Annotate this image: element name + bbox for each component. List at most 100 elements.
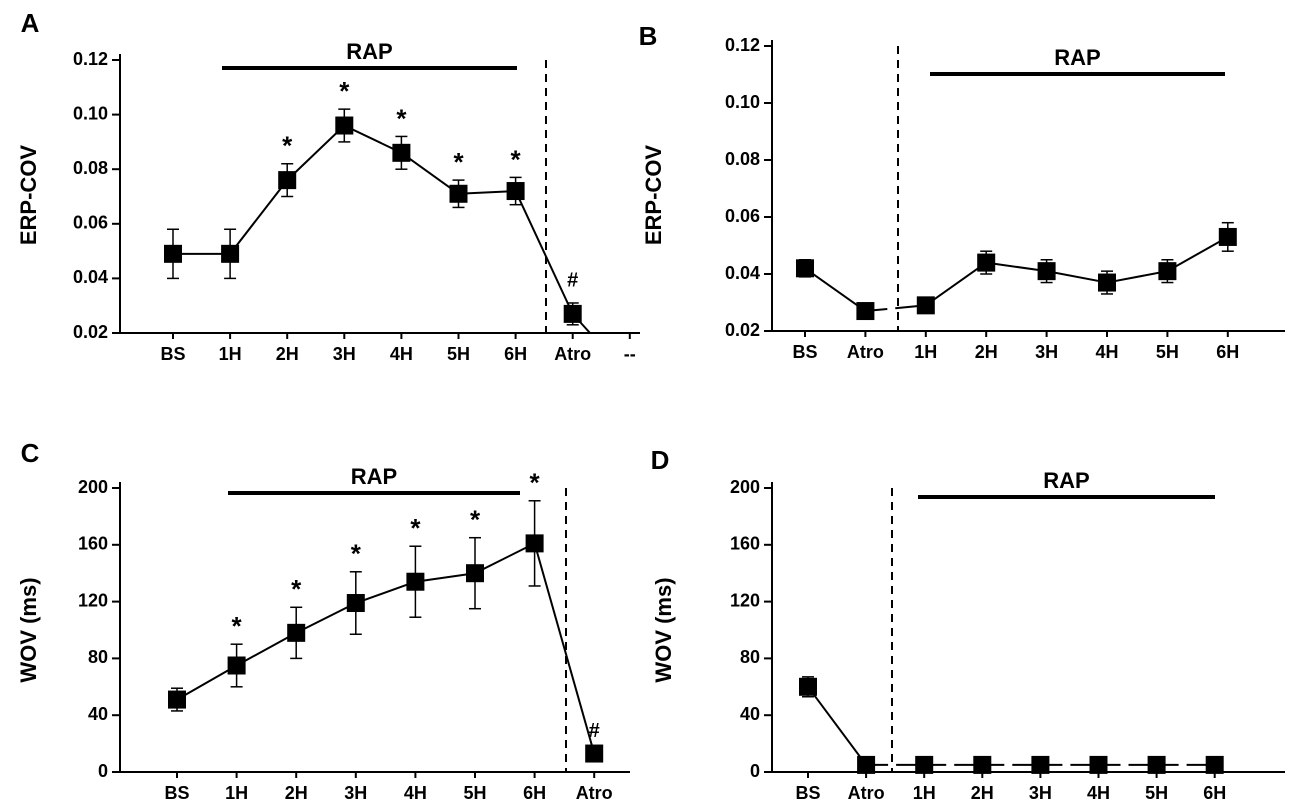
significance: # bbox=[567, 269, 578, 291]
marker bbox=[916, 296, 935, 315]
x-tick-label: 6H bbox=[523, 783, 546, 803]
x-tick-label: 6H bbox=[1203, 783, 1226, 803]
y-tick-label: 0 bbox=[98, 761, 108, 781]
marker bbox=[1098, 273, 1116, 292]
line-segment bbox=[176, 664, 238, 701]
y-tick-label: 0.12 bbox=[725, 35, 760, 55]
marker bbox=[406, 572, 425, 591]
panel-label: C bbox=[21, 438, 40, 468]
x-tick-label: 4H bbox=[390, 344, 413, 364]
line-segment bbox=[865, 304, 926, 313]
y-tick-label: 200 bbox=[78, 477, 108, 497]
significance: * bbox=[291, 574, 302, 604]
y-tick-label: 120 bbox=[78, 590, 108, 610]
line-segment bbox=[514, 190, 574, 315]
line-segment bbox=[458, 190, 516, 195]
x-tick-label: 3H bbox=[333, 344, 356, 364]
y-tick-label: 120 bbox=[730, 590, 760, 610]
significance: * bbox=[470, 505, 481, 535]
y-tick-label: 0.10 bbox=[73, 103, 108, 123]
x-tick-label: 6H bbox=[504, 344, 527, 364]
marker bbox=[563, 304, 582, 323]
x-tick-label: 1H bbox=[913, 783, 936, 803]
y-tick-label: 0.04 bbox=[725, 263, 760, 283]
y-tick-label: 0 bbox=[750, 761, 760, 781]
marker bbox=[973, 755, 992, 774]
line-segment bbox=[1166, 236, 1229, 273]
marker bbox=[585, 744, 604, 763]
line-segment bbox=[415, 572, 476, 583]
marker bbox=[1158, 262, 1177, 281]
x-tick-label: BS bbox=[160, 344, 185, 364]
marker bbox=[796, 259, 814, 278]
x-tick-label: Atro bbox=[576, 783, 613, 803]
line-segment bbox=[474, 542, 536, 575]
line-segment bbox=[807, 686, 867, 766]
y-tick-label: 40 bbox=[88, 704, 108, 724]
line-segment bbox=[400, 152, 460, 195]
x-tick-label: BS bbox=[792, 342, 817, 362]
marker bbox=[449, 184, 468, 203]
marker bbox=[799, 677, 817, 696]
marker bbox=[1031, 755, 1050, 774]
y-tick-label: 80 bbox=[740, 647, 760, 667]
x-tick-label: 6H bbox=[1216, 342, 1239, 362]
marker bbox=[506, 182, 525, 201]
panel-label: B bbox=[639, 21, 658, 51]
marker bbox=[168, 690, 186, 709]
marker bbox=[977, 253, 996, 272]
y-tick-label: 40 bbox=[740, 704, 760, 724]
x-tick-label: 2H bbox=[971, 783, 994, 803]
line-segment bbox=[229, 179, 288, 255]
marker bbox=[221, 244, 240, 263]
x-tick-label: 2H bbox=[975, 342, 998, 362]
line-segment bbox=[355, 580, 416, 604]
x-tick-label: 5H bbox=[1145, 783, 1168, 803]
significance: * bbox=[232, 611, 243, 641]
line-segment bbox=[343, 124, 402, 154]
significance: * bbox=[339, 76, 350, 106]
y-tick-label: 0.06 bbox=[73, 213, 108, 233]
y-tick-label: 160 bbox=[730, 534, 760, 554]
line-segment bbox=[804, 267, 866, 312]
marker bbox=[227, 656, 246, 675]
x-tick-label: 1H bbox=[225, 783, 248, 803]
x-tick-label: 5H bbox=[1156, 342, 1179, 362]
line-segment bbox=[1106, 270, 1168, 284]
x-tick-label: BS bbox=[164, 783, 189, 803]
significance: # bbox=[589, 720, 600, 742]
y-tick-label: 0.12 bbox=[73, 49, 108, 69]
x-tick-label: 3H bbox=[1029, 783, 1052, 803]
marker bbox=[915, 755, 934, 774]
significance: * bbox=[511, 144, 522, 174]
marker bbox=[1037, 262, 1056, 281]
panel-label: D bbox=[651, 445, 670, 475]
annotation: RAP bbox=[1043, 468, 1089, 493]
line-segment bbox=[295, 602, 357, 634]
y-tick-label: 0.02 bbox=[73, 322, 108, 342]
marker bbox=[1205, 755, 1224, 774]
annotation: RAP bbox=[1054, 45, 1100, 70]
annotation: RAP bbox=[346, 39, 392, 64]
y-tick-label: 80 bbox=[88, 647, 108, 667]
significance: * bbox=[396, 103, 407, 133]
significance: * bbox=[453, 147, 464, 177]
marker bbox=[856, 302, 875, 321]
x-tick-label: 5H bbox=[463, 783, 486, 803]
x-tick-label: Atro bbox=[848, 783, 885, 803]
y-tick-label: 0.06 bbox=[725, 206, 760, 226]
y-axis-label: WOV (ms) bbox=[651, 577, 676, 682]
significance: * bbox=[410, 513, 421, 543]
x-tick-label: 4H bbox=[1087, 783, 1110, 803]
marker bbox=[525, 534, 544, 553]
y-axis-label: ERP-COV bbox=[641, 145, 666, 246]
x-tick-label: -- bbox=[624, 344, 636, 364]
y-tick-label: 0.08 bbox=[73, 158, 108, 178]
x-tick-label: 1H bbox=[914, 342, 937, 362]
x-tick-label: Atro bbox=[554, 344, 591, 364]
line-segment bbox=[986, 261, 1047, 273]
marker bbox=[335, 116, 354, 135]
y-tick-label: 0.08 bbox=[725, 149, 760, 169]
y-axis-label: ERP-COV bbox=[16, 145, 41, 246]
